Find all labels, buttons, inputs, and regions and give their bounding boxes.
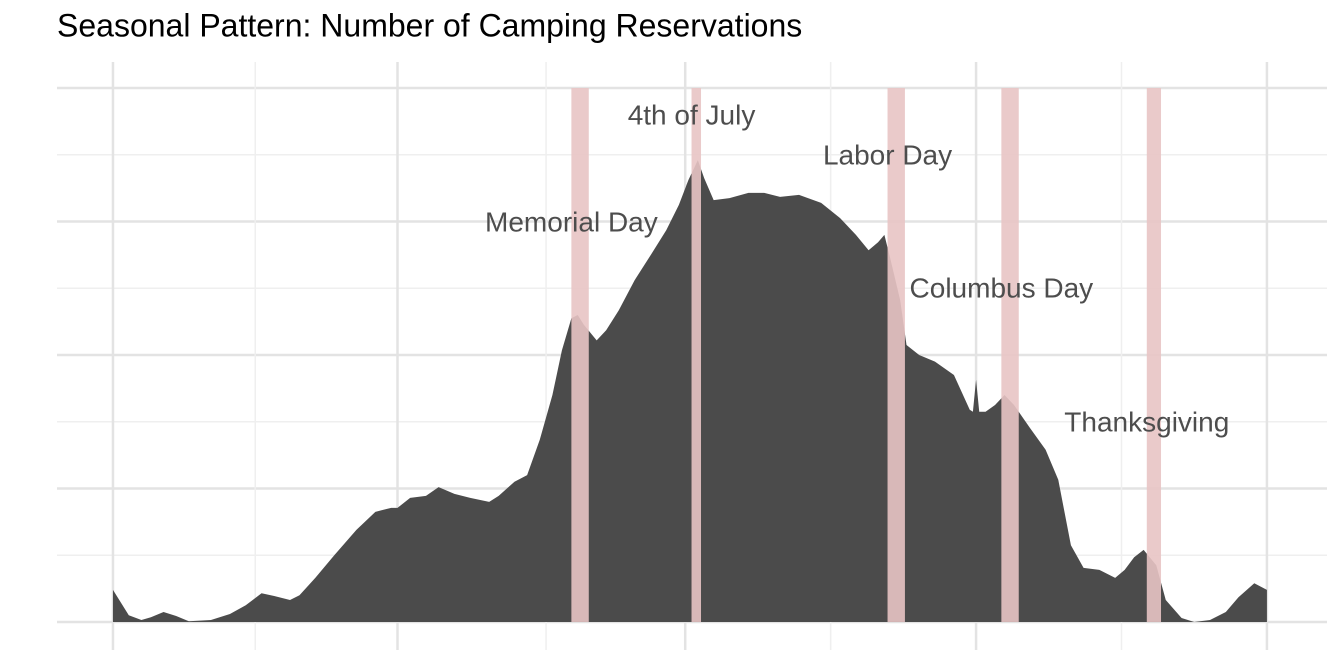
- holiday-bands: [571, 88, 1162, 622]
- area: [112, 160, 1267, 622]
- holiday-band: [1146, 88, 1162, 622]
- annotation: Thanksgiving: [1064, 406, 1229, 437]
- annotation: Labor Day: [823, 139, 952, 170]
- holiday-band: [691, 88, 702, 622]
- annotation: Columbus Day: [910, 272, 1094, 303]
- holiday-band: [887, 88, 905, 622]
- plot: [112, 160, 1267, 622]
- annotations: Memorial Day 4th of July Labor Day Columbus…: [485, 99, 1229, 437]
- annotation: Memorial Day: [485, 206, 658, 237]
- annotation: 4th of July: [628, 99, 756, 130]
- chart-title: Seasonal Pattern: Number of Camping Rese…: [57, 7, 802, 43]
- holiday-band: [1001, 88, 1019, 622]
- holiday-band: [571, 88, 589, 622]
